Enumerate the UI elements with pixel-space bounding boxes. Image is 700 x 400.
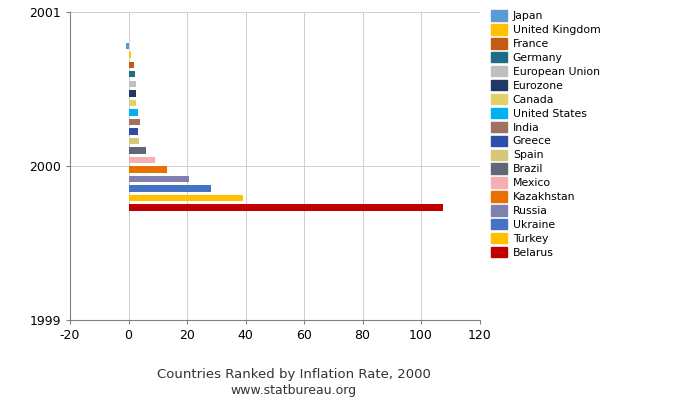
Bar <box>129 166 167 173</box>
Text: www.statbureau.org: www.statbureau.org <box>231 384 357 397</box>
Bar <box>129 62 134 68</box>
Bar <box>129 71 134 78</box>
Bar <box>129 148 146 154</box>
Bar <box>129 81 136 87</box>
Bar <box>129 90 136 96</box>
Bar <box>129 128 138 134</box>
Legend: Japan, United Kingdom, France, Germany, European Union, Eurozone, Canada, United: Japan, United Kingdom, France, Germany, … <box>489 8 603 260</box>
Bar <box>129 119 140 125</box>
Bar <box>129 204 443 211</box>
Text: Countries Ranked by Inflation Rate, 2000: Countries Ranked by Inflation Rate, 2000 <box>157 368 431 381</box>
Bar <box>129 100 137 106</box>
Bar <box>129 186 211 192</box>
Bar <box>129 138 139 144</box>
Bar <box>129 109 139 116</box>
Bar <box>129 52 131 58</box>
Bar <box>129 195 243 201</box>
Bar <box>129 176 189 182</box>
Bar <box>127 43 129 49</box>
Bar <box>129 157 155 163</box>
